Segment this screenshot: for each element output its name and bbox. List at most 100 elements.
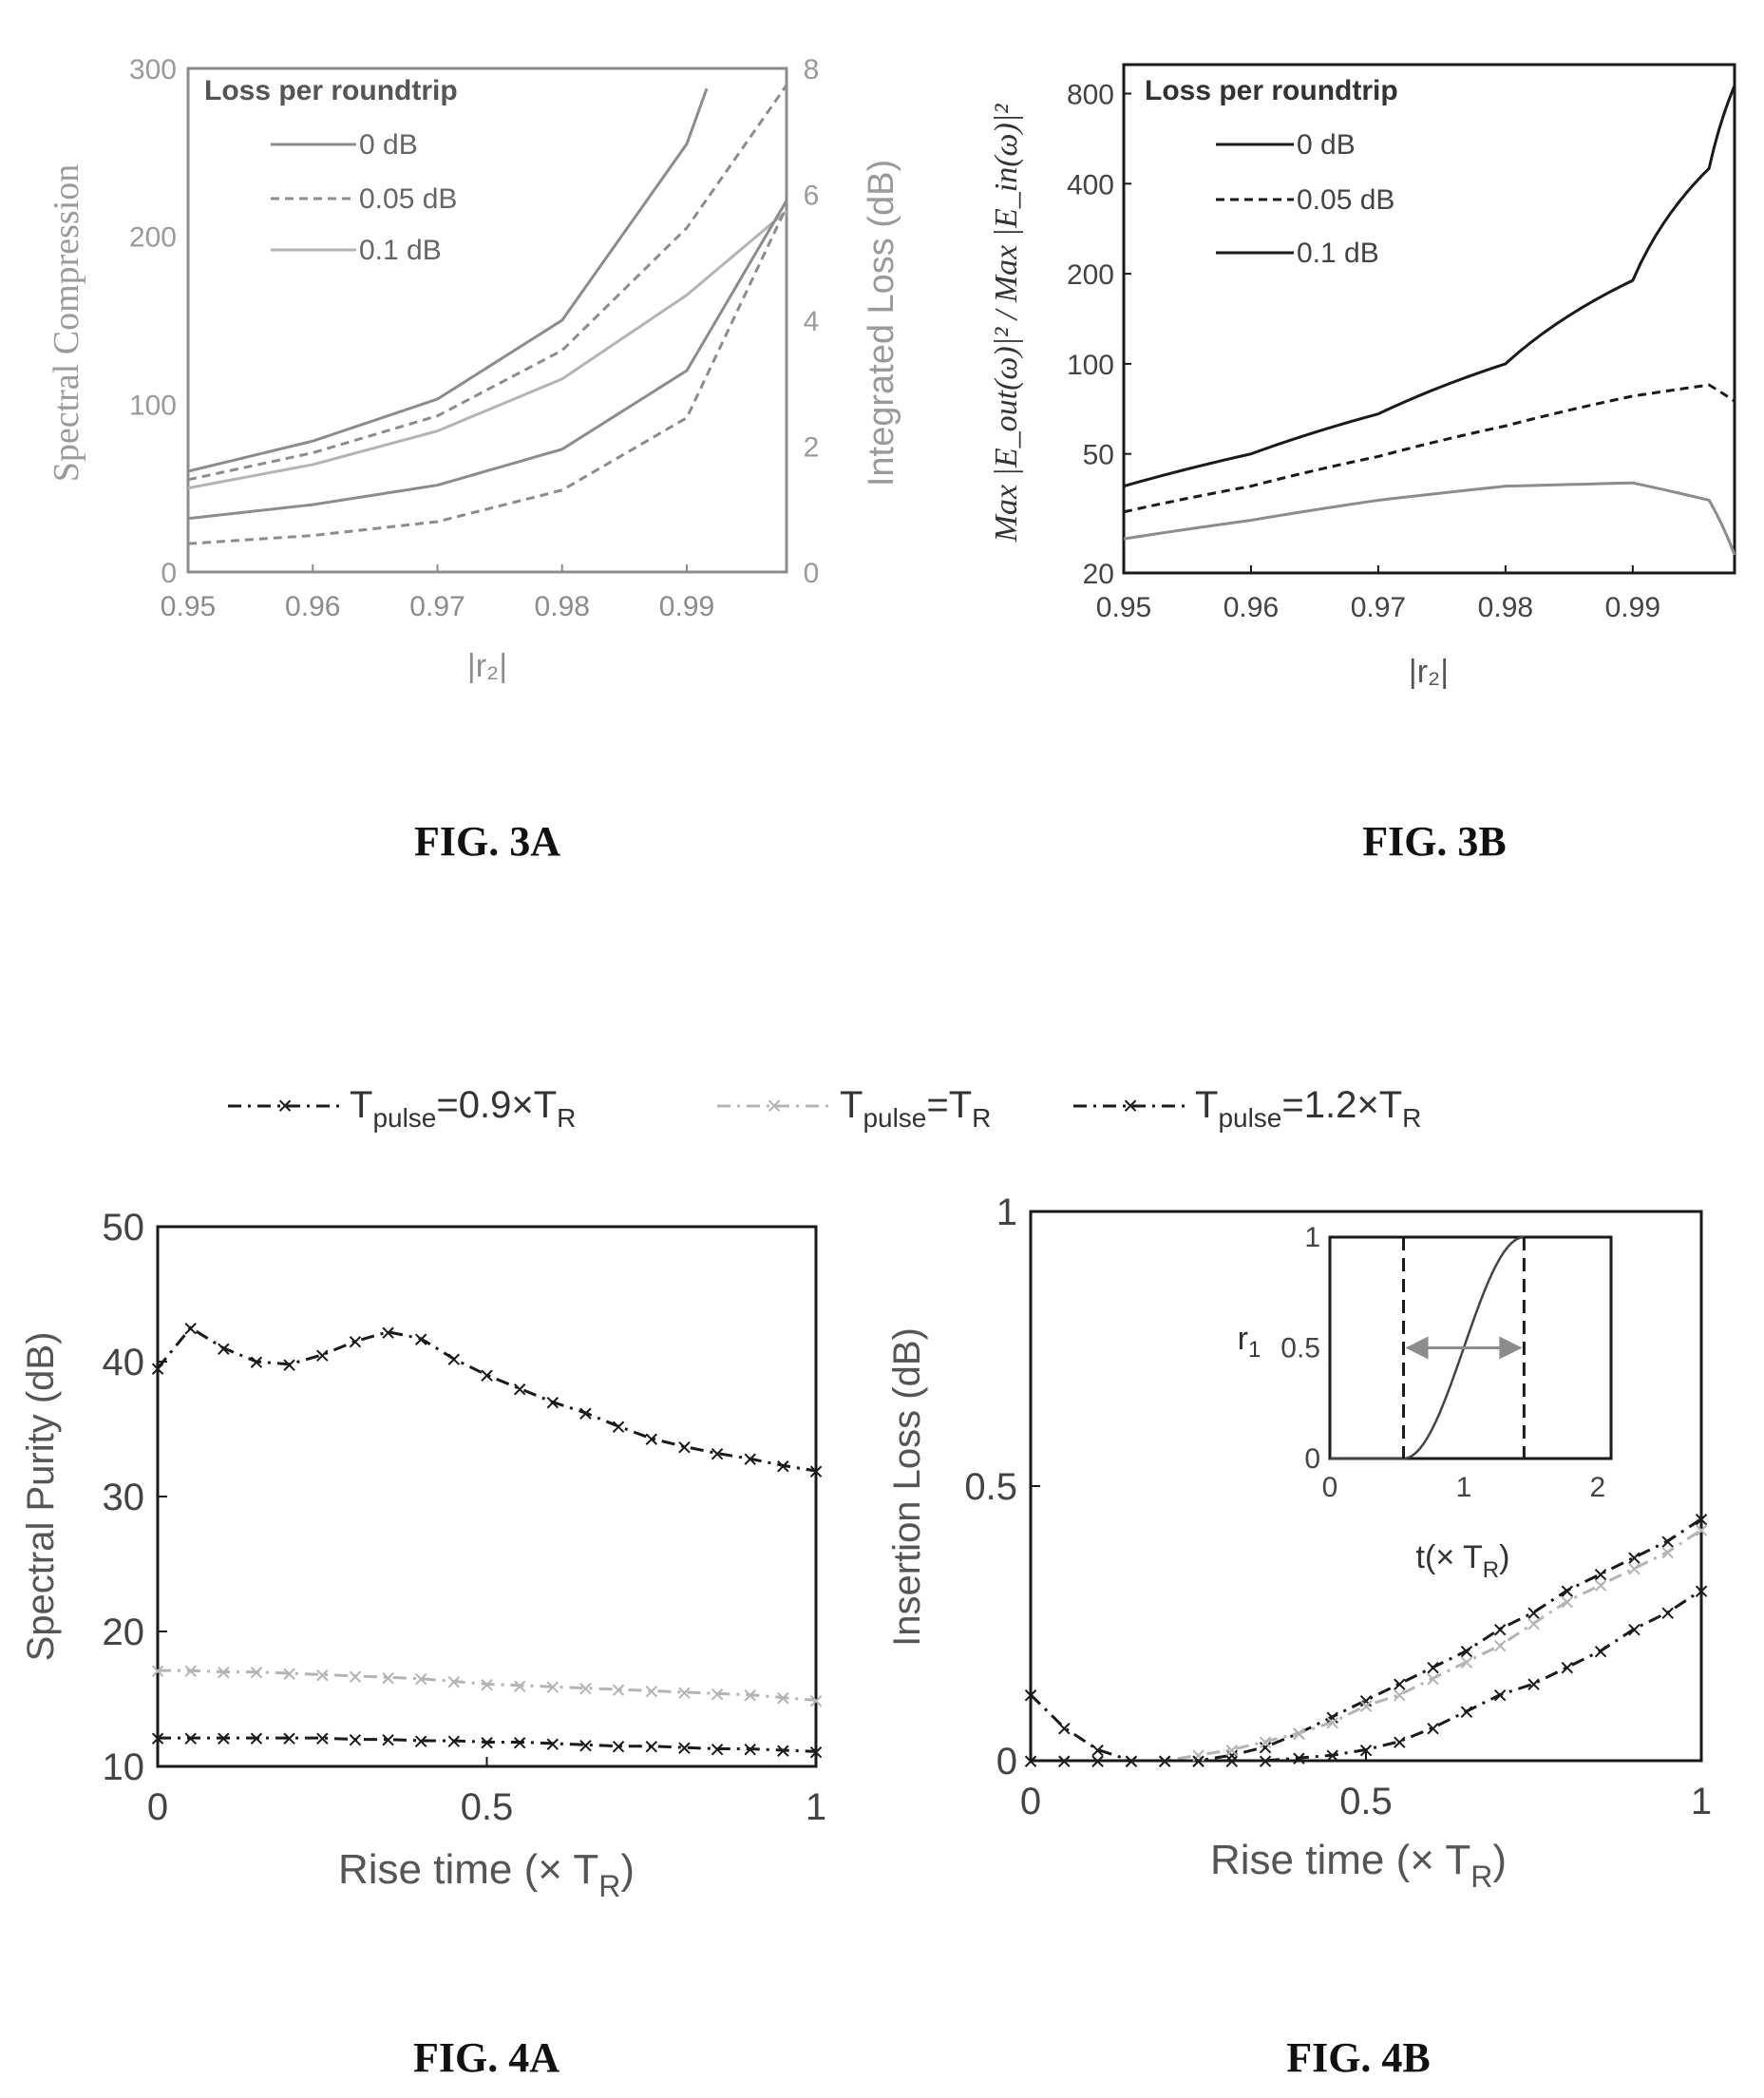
fig4a-marker-2-8: × [413, 1726, 428, 1756]
fig4a-marker-0-16: × [676, 1432, 692, 1461]
fig4b-marker-1-4: × [1157, 1746, 1172, 1776]
fig4a-marker-0-13: × [578, 1399, 593, 1428]
fig4b-marker-0-16: × [1560, 1576, 1575, 1606]
fig4a-marker-1-14: × [611, 1675, 626, 1705]
fig4a-xtick-1: 0.5 [461, 1786, 514, 1828]
fig4a-chart: × × × × × × × × × × × × × × × × × × × × × × × × × × × × × × × × × × × × × × × ×… [20, 1207, 826, 2081]
fig3a-xtick-2: 0.97 [409, 591, 465, 622]
fig3a-legend-title: Loss per roundtrip [204, 75, 458, 106]
fig4a-marker-1-10: × [479, 1669, 494, 1699]
fig4a-marker-0-11: × [512, 1374, 527, 1403]
fig4b-marker-0-2: × [1090, 1735, 1105, 1764]
fig4a-marker-2-9: × [446, 1726, 462, 1756]
fig3b-series-group [1123, 85, 1736, 556]
fig4b-marker-2-7: × [1258, 1746, 1273, 1776]
fig3a-yticks-left: 0 100 200 300 [129, 54, 177, 589]
fig4b-marker-1-12: × [1425, 1664, 1440, 1693]
fig4a-marker-1-6: × [348, 1662, 363, 1691]
fig4b-marker-2-18: × [1626, 1614, 1641, 1644]
fig4b-marker-1-16: × [1560, 1587, 1575, 1616]
fig4b-marker-1-13: × [1459, 1648, 1474, 1677]
fig4b-marker-2-3: × [1124, 1746, 1139, 1776]
fig4b-inset-ytick-1: 0.5 [1280, 1333, 1320, 1364]
fig3a-ytick-left-1: 100 [129, 390, 177, 421]
fig3a-ytick-right-4: 8 [804, 54, 820, 86]
fig4a-marker-2-6: × [348, 1726, 363, 1755]
fig3a-chart: 0.95 0.96 0.97 0.98 0.99 0 100 200 300 0 2 4 6 8 Sp… [47, 54, 901, 865]
fig3a-ylabel-left: Spectral Compression [47, 164, 86, 483]
fig4b-ytick-1: 0.5 [964, 1466, 1017, 1508]
fig4a-ylabel: Spectral Purity (dB) [20, 1332, 62, 1662]
fig4b-inset-curve [1330, 1235, 1525, 1460]
fig3b-ytick-1: 50 [1083, 440, 1114, 471]
fig4a-marker-0-3: × [249, 1347, 264, 1377]
fig4a-caption: FIG. 4A [413, 2034, 560, 2081]
fig3a-line-1 [187, 84, 788, 482]
fig4-legend-label-1: Tpulse=TR [840, 1084, 991, 1133]
fig3b-yticks: 20 50 100 200 400 800 [1067, 80, 1131, 590]
fig4a-marker-0-6: × [348, 1327, 363, 1357]
fig3a-xtick-3: 0.98 [535, 591, 590, 622]
fig4b-yticks: 00.51 [964, 1192, 1040, 1783]
fig3b-xtick-4: 0.99 [1605, 592, 1660, 623]
fig3b-chart: 0.95 0.96 0.97 0.98 0.99 20 50 100 200 400 800 Ma… [989, 63, 1736, 865]
fig4a-marker-1-17: × [710, 1679, 725, 1708]
fig4b-xtick-2: 1 [1691, 1781, 1712, 1822]
fig4-legend-marker-09: × [277, 1091, 293, 1120]
fig4b-inset-group: 0 1 2 0 0.5 1 [1280, 1222, 1605, 1503]
fig3b-line-2 [1123, 481, 1736, 556]
fig4a-marker-1-5: × [314, 1660, 330, 1689]
fig4a-marker-0-14: × [611, 1412, 626, 1441]
fig3b-ytick-3: 200 [1067, 259, 1114, 291]
fig4b-marker-0-13: × [1459, 1636, 1474, 1666]
fig4a-line-2 [158, 1736, 817, 1753]
fig4b-inset-arrowhead-left [1405, 1336, 1429, 1360]
fig4a-marker-1-3: × [249, 1658, 264, 1688]
fig3b-ytick-5: 800 [1067, 80, 1114, 111]
fig4b-marker-0-14: × [1492, 1614, 1508, 1644]
fig4b-marker-0-17: × [1593, 1559, 1608, 1589]
fig4a-marker-2-17: × [710, 1735, 725, 1764]
fig4b-marker-2-2: × [1090, 1746, 1105, 1776]
fig4a-marker-2-0: × [150, 1724, 165, 1753]
fig4b-marker-0-20: × [1694, 1505, 1709, 1535]
fig4b-marker-1-19: × [1660, 1537, 1676, 1567]
fig4b-inset-xtick-0: 0 [1322, 1472, 1338, 1503]
fig4a-marker-0-17: × [710, 1440, 725, 1469]
fig4b-marker-2-4: × [1157, 1746, 1172, 1776]
fig3a-xtick-4: 0.99 [659, 591, 714, 622]
fig4a-marker-2-10: × [479, 1727, 494, 1757]
fig3a-ytick-right-3: 6 [804, 181, 820, 212]
fig4a-marker-1-7: × [380, 1663, 395, 1692]
fig4b-chart: ××× × × × × × ×××××××××××××× × × × × × × × ×× ×××××××××… [886, 1192, 1712, 2081]
fig4b-inset-arrowhead-right [1499, 1336, 1523, 1360]
fig4a-marker-2-14: × [611, 1732, 626, 1762]
fig3a-ytick-right-2: 4 [804, 306, 820, 337]
fig4b-inset-xtick-2: 2 [1590, 1472, 1606, 1503]
fig4a-marker-2-20: × [808, 1737, 824, 1766]
fig4b-marker-1-9: × [1325, 1708, 1340, 1738]
fig3b-line-0 [1123, 85, 1736, 488]
fig4a-marker-2-16: × [676, 1733, 692, 1763]
fig3a-ytick-right-1: 2 [804, 432, 820, 464]
fig4a-ytick-3: 40 [103, 1342, 145, 1383]
fig4a-xtick-2: 1 [806, 1786, 826, 1828]
fig4a-marker-1-11: × [512, 1671, 527, 1701]
fig4b-marker-1-8: × [1291, 1719, 1306, 1748]
fig3b-caption: FIG. 3B [1362, 818, 1507, 865]
fig4a-marker-2-15: × [644, 1732, 659, 1762]
fig4a-ytick-2: 30 [103, 1477, 145, 1518]
fig4b-marker-0-1: × [1056, 1713, 1072, 1743]
fig4a-marker-1-19: × [775, 1684, 790, 1713]
fig4b-marker-2-9: × [1325, 1741, 1340, 1770]
fig3a-ytick-right-0: 0 [804, 558, 820, 589]
fig4b-marker-0-0: × [1023, 1681, 1038, 1710]
fig4b-marker-2-10: × [1358, 1735, 1374, 1764]
fig4a-marker-2-3: × [249, 1724, 264, 1753]
fig4b-marker-2-5: × [1190, 1746, 1205, 1776]
fig4a-marker-1-9: × [446, 1668, 462, 1697]
fig4a-ytick-0: 10 [103, 1746, 145, 1788]
fig4b-line-1 [1031, 1528, 1702, 1763]
fig3a-ytick-left-3: 300 [129, 54, 177, 86]
fig3a-line-2 [187, 210, 787, 490]
